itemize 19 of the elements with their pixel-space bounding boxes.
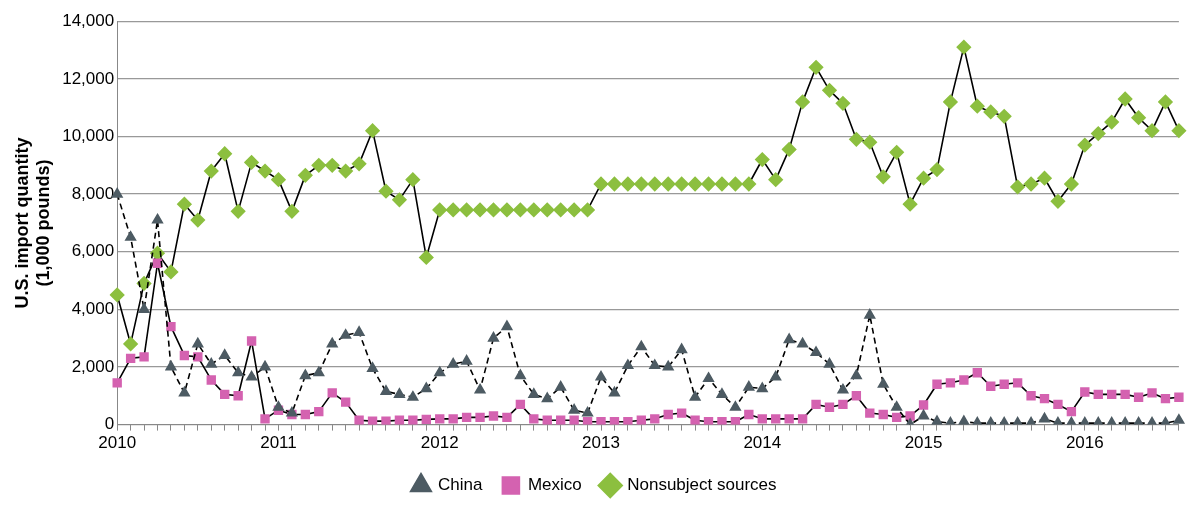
x-tick-label: 2012 bbox=[420, 433, 459, 453]
x-tick-label: 2014 bbox=[743, 433, 782, 453]
legend-label: China bbox=[437, 475, 483, 495]
y-tick-label: 6,000 bbox=[71, 241, 115, 261]
x-tick-label: 2013 bbox=[582, 433, 620, 453]
y-tick-label: 12,000 bbox=[62, 68, 115, 88]
y-axis-title: U.S. import quantity (1,000 pounds) bbox=[11, 137, 54, 309]
y-tick-label: 2,000 bbox=[71, 356, 115, 376]
legend-label: Nonsubject sources bbox=[627, 475, 777, 495]
legend-label: Mexico bbox=[527, 475, 582, 495]
y-tick-label: 10,000 bbox=[62, 126, 115, 146]
x-tick-label: 2011 bbox=[260, 433, 297, 453]
y-tick-label: 0 bbox=[104, 414, 115, 434]
y-tick-label: 8,000 bbox=[71, 183, 115, 203]
x-tick-label: 2016 bbox=[1065, 433, 1104, 453]
x-tick-label: 2015 bbox=[904, 433, 943, 453]
y-tick-label: 4,000 bbox=[71, 299, 115, 319]
y-tick-label: 14,000 bbox=[62, 10, 115, 30]
x-tick-label: 2010 bbox=[98, 433, 137, 453]
